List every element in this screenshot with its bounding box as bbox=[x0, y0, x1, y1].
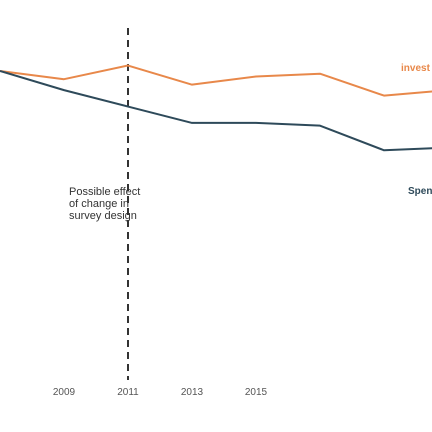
x-tick-label: 2011 bbox=[117, 387, 139, 398]
x-tick-label: 2013 bbox=[181, 387, 204, 398]
series-label-invest: invest bbox=[401, 63, 431, 74]
annotation-line-1: Possible effect bbox=[69, 186, 140, 198]
series-line-invest bbox=[0, 64, 432, 97]
series-label-spen: Spen bbox=[408, 186, 432, 197]
series-group bbox=[0, 64, 432, 152]
series-labels: invest Spen bbox=[401, 63, 432, 197]
annotation-line-3: survey design bbox=[69, 210, 137, 222]
series-line-spen bbox=[0, 70, 432, 152]
annotation-group: Possible effect of change in survey desi… bbox=[69, 28, 143, 380]
x-tick-label: 2009 bbox=[53, 387, 76, 398]
x-tick-label: 2015 bbox=[245, 387, 268, 398]
x-axis-ticks: 2009 2011 2013 2015 bbox=[53, 387, 268, 398]
annotation-text: Possible effect of change in survey desi… bbox=[69, 186, 143, 222]
annotation-line-2: of change in bbox=[69, 198, 129, 210]
